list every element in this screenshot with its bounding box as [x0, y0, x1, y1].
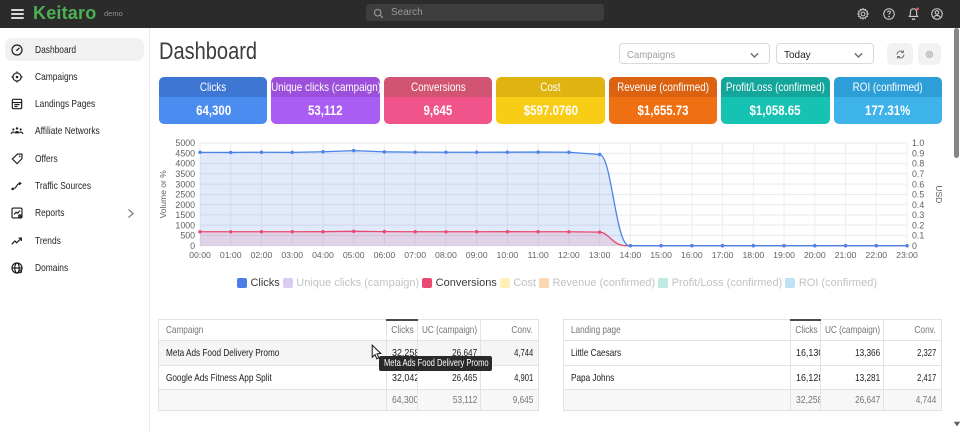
svg-text:5000: 5000	[175, 138, 195, 148]
svg-text:21:00: 21:00	[835, 250, 857, 260]
svg-text:0: 0	[912, 241, 917, 251]
svg-text:1000: 1000	[175, 220, 195, 230]
svg-text:12:00: 12:00	[558, 250, 580, 260]
svg-text:02:00: 02:00	[251, 250, 273, 260]
svg-text:11:00: 11:00	[528, 250, 549, 260]
svg-text:18:00: 18:00	[742, 250, 764, 260]
svg-text:17:00: 17:00	[712, 250, 734, 260]
svg-text:07:00: 07:00	[404, 250, 426, 260]
svg-text:20:00: 20:00	[804, 250, 826, 260]
svg-text:22:00: 22:00	[865, 250, 887, 260]
svg-text:4500: 4500	[175, 148, 195, 158]
svg-text:0.8: 0.8	[912, 159, 924, 169]
svg-text:14:00: 14:00	[619, 250, 641, 260]
svg-text:23:00: 23:00	[896, 250, 918, 260]
svg-text:08:00: 08:00	[435, 250, 457, 260]
svg-text:2500: 2500	[175, 190, 195, 200]
svg-text:3000: 3000	[175, 179, 195, 189]
svg-text:15:00: 15:00	[650, 250, 672, 260]
svg-text:0.4: 0.4	[912, 200, 924, 210]
svg-text:0: 0	[190, 241, 195, 251]
svg-text:0.2: 0.2	[912, 220, 924, 230]
svg-text:0.5: 0.5	[912, 190, 924, 200]
svg-text:0.6: 0.6	[912, 179, 924, 189]
svg-text:0.1: 0.1	[912, 231, 924, 241]
svg-text:3500: 3500	[175, 169, 195, 179]
svg-text:00:00: 00:00	[189, 250, 211, 260]
svg-text:0.7: 0.7	[912, 169, 924, 179]
svg-text:500: 500	[180, 231, 195, 241]
svg-text:06:00: 06:00	[374, 250, 396, 260]
svg-text:2000: 2000	[175, 200, 195, 210]
svg-text:16:00: 16:00	[681, 250, 703, 260]
svg-text:13:00: 13:00	[589, 250, 611, 260]
svg-text:01:00: 01:00	[220, 250, 242, 260]
svg-text:1.0: 1.0	[912, 138, 924, 148]
svg-text:04:00: 04:00	[312, 250, 334, 260]
svg-text:19:00: 19:00	[773, 250, 795, 260]
svg-text:03:00: 03:00	[281, 250, 303, 260]
svg-text:10:00: 10:00	[497, 250, 519, 260]
svg-text:USD: USD	[934, 185, 944, 203]
svg-text:1500: 1500	[175, 210, 195, 220]
svg-text:09:00: 09:00	[466, 250, 488, 260]
svg-text:0.9: 0.9	[912, 148, 924, 158]
svg-text:0.3: 0.3	[912, 210, 924, 220]
svg-text:Volume or %: Volume or %	[158, 170, 168, 219]
svg-text:05:00: 05:00	[343, 250, 365, 260]
svg-text:4000: 4000	[175, 159, 195, 169]
